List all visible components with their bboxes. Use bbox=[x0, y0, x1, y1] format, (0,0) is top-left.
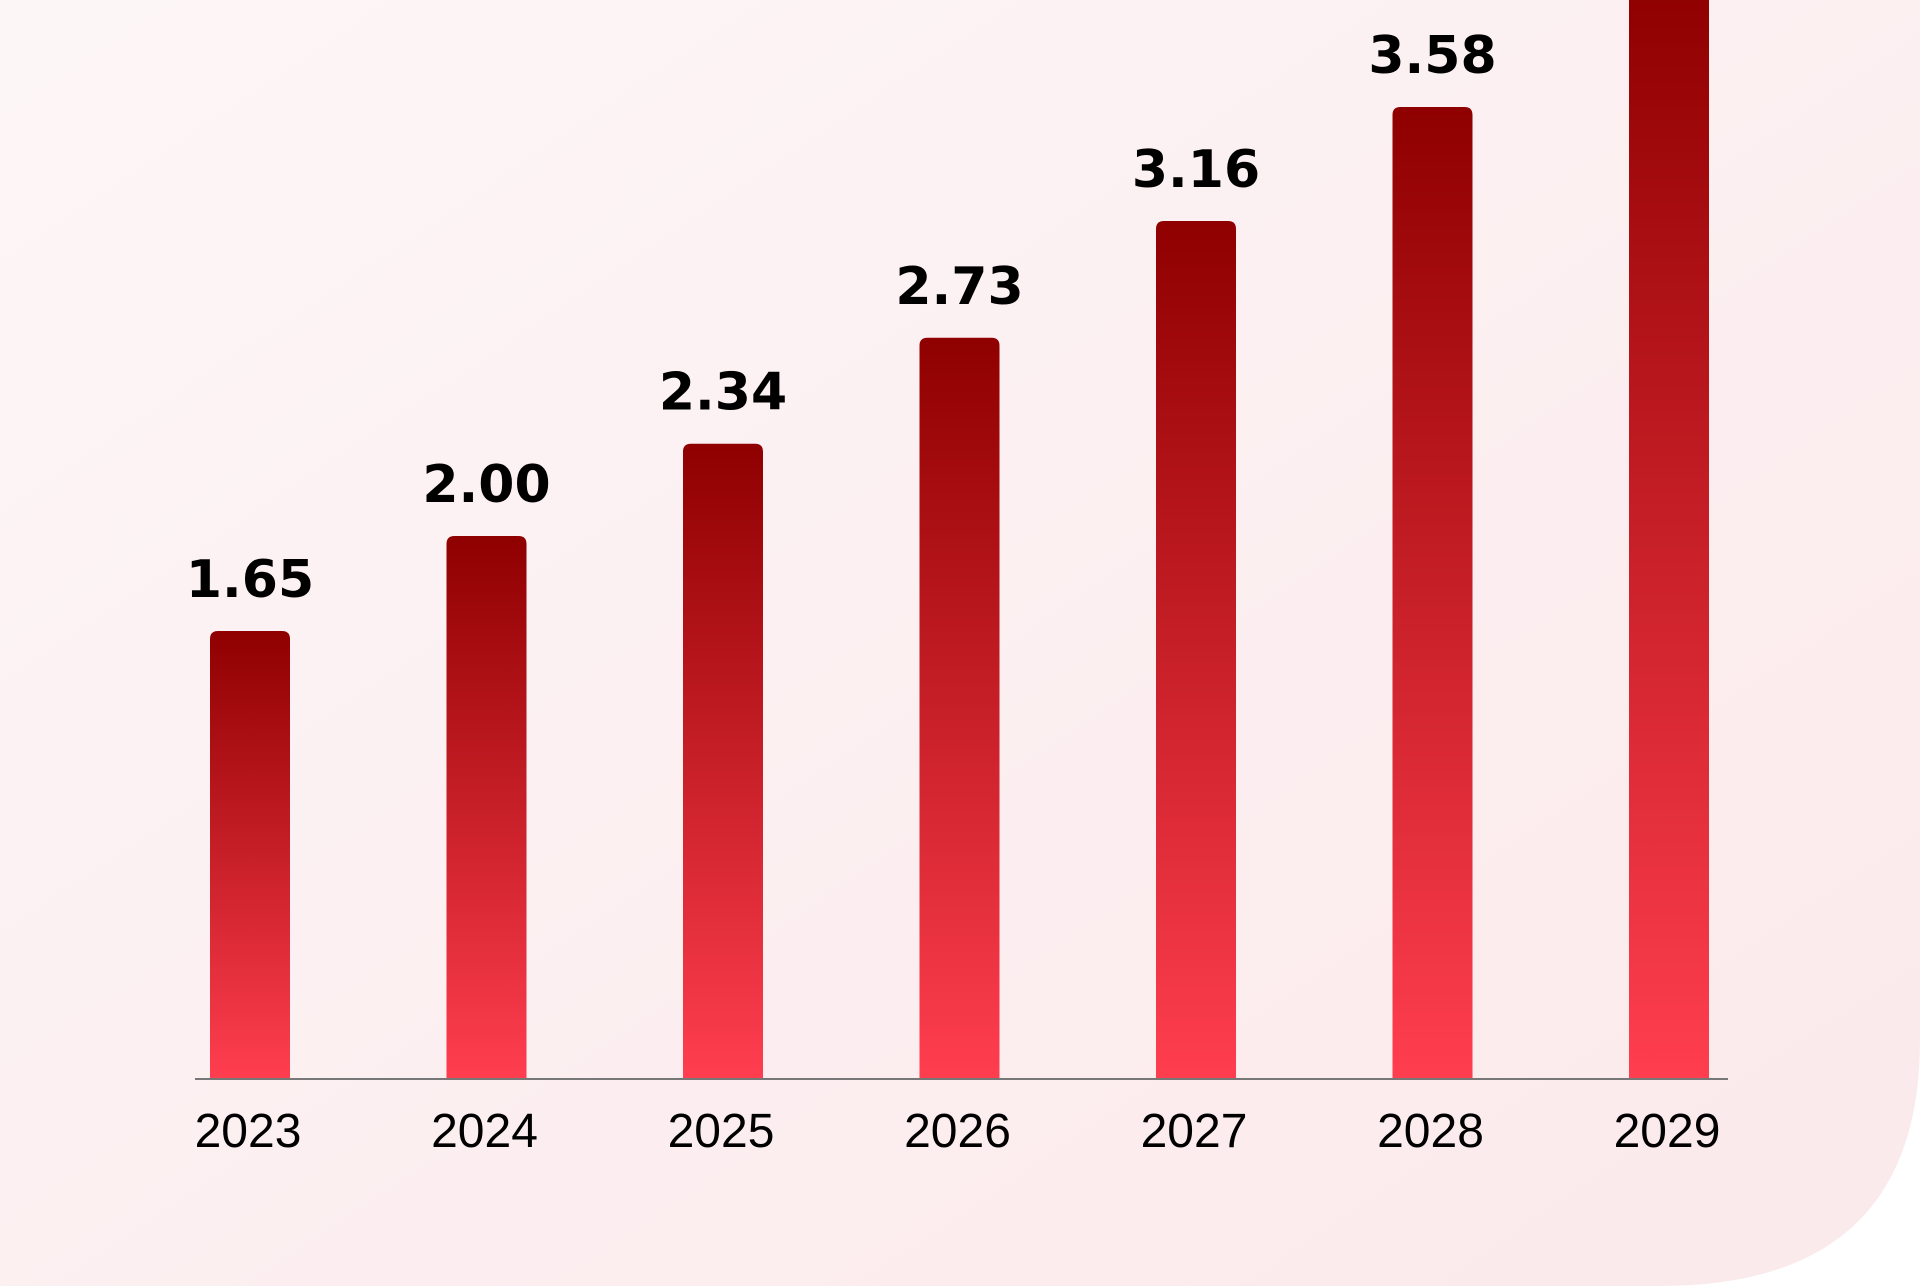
bars-group bbox=[210, 0, 1709, 1079]
bar-2025 bbox=[683, 443, 763, 1079]
x-tick-label-2023: 2023 bbox=[195, 1105, 302, 1158]
x-tick-label-2027: 2027 bbox=[1141, 1105, 1248, 1158]
bar-2027 bbox=[1156, 221, 1236, 1079]
value-label-2027: 3.16 bbox=[1132, 140, 1260, 200]
x-tick-labels-group: 2023 2024 2025 2026 2027 2028 2029 bbox=[195, 1105, 1721, 1158]
x-tick-label-2029: 2029 bbox=[1614, 1105, 1721, 1158]
x-tick-label-2026: 2026 bbox=[904, 1105, 1011, 1158]
bar-2029 bbox=[1629, 0, 1709, 1079]
bar-2024 bbox=[446, 536, 527, 1079]
value-label-2023: 1.65 bbox=[186, 550, 314, 610]
bar-2028 bbox=[1392, 107, 1473, 1079]
value-label-2025: 2.34 bbox=[659, 363, 787, 423]
x-tick-label-2028: 2028 bbox=[1377, 1105, 1484, 1158]
value-label-2028: 3.58 bbox=[1368, 26, 1496, 86]
bar-2026 bbox=[919, 337, 1000, 1079]
value-label-2026: 2.73 bbox=[895, 257, 1023, 317]
x-tick-label-2025: 2025 bbox=[668, 1105, 775, 1158]
bar-2023 bbox=[210, 631, 290, 1079]
x-tick-label-2024: 2024 bbox=[431, 1105, 538, 1158]
value-label-2024: 2.00 bbox=[422, 455, 550, 515]
value-labels-group: 1.652.002.342.733.163.584.02 bbox=[186, 26, 1497, 610]
